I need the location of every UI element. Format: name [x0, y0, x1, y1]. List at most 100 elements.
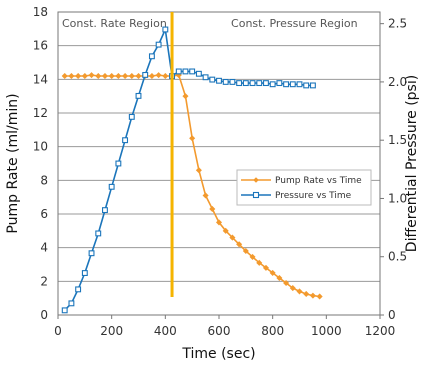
data-point: [249, 80, 256, 87]
legend-marker: [252, 191, 260, 199]
data-point: [263, 80, 269, 87]
data-point: [216, 77, 222, 84]
data-point: [296, 81, 303, 88]
data-point: [309, 82, 316, 89]
data-point: [68, 300, 75, 307]
data-point: [182, 68, 189, 75]
data-point: [316, 293, 323, 300]
data-point: [303, 82, 310, 89]
y-left-tick-label: 10: [33, 140, 48, 154]
y-left-tick-label: 12: [33, 106, 48, 120]
series-pressure: [61, 26, 316, 314]
x-tick-label: 800: [261, 324, 284, 338]
data-point: [242, 80, 249, 87]
data-point: [115, 72, 122, 79]
y-left-tick-label: 18: [33, 5, 48, 19]
data-point: [229, 234, 236, 241]
y-left-tick-label: 8: [40, 173, 48, 187]
data-point: [122, 72, 129, 79]
y-left-tick-label: 16: [33, 39, 48, 53]
data-point: [202, 74, 209, 81]
data-point: [155, 41, 162, 48]
y-right-tick-label: 0: [388, 308, 396, 322]
data-point: [61, 307, 68, 314]
y-left-axis-title: Pump Rate (ml/min): [5, 93, 21, 233]
x-axis-title: Time (sec): [181, 346, 255, 362]
data-point: [202, 192, 209, 199]
data-point: [195, 70, 202, 77]
data-point: [182, 93, 189, 100]
data-point: [189, 135, 196, 142]
data-point: [128, 113, 135, 120]
data-point: [101, 72, 108, 79]
data-point: [75, 72, 82, 79]
y-right-axis-title: Differential Pressure (psi): [404, 75, 420, 252]
x-tick-label: 1000: [311, 324, 342, 338]
legend-label: Pump Rate vs Time: [275, 176, 362, 186]
data-point: [115, 160, 122, 167]
legend-box: [236, 169, 372, 206]
data-point: [236, 80, 243, 87]
plot-frame: [57, 11, 381, 316]
data-point: [95, 230, 102, 237]
data-point: [148, 53, 155, 60]
x-tick-label: 1200: [365, 324, 396, 338]
y-left-tick-label: 4: [40, 241, 48, 255]
data-point: [222, 78, 229, 85]
data-point: [222, 227, 229, 234]
data-point: [88, 250, 95, 257]
y-right-tick-label: 2.5: [388, 17, 407, 31]
data-point: [309, 292, 316, 299]
data-point: [135, 92, 142, 99]
region-label-const-rate: Const. Rate Region: [62, 17, 167, 30]
region-label-const-pressure: Const. Pressure Region: [231, 17, 358, 30]
data-point: [108, 183, 115, 190]
data-point: [215, 219, 223, 226]
y-left-tick-label: 0: [40, 308, 48, 322]
data-point: [102, 207, 108, 214]
data-point: [88, 72, 95, 79]
legend-marker: [253, 177, 259, 183]
y-right-tick-label: 1.0: [388, 191, 407, 205]
x-tick-label: 0: [54, 324, 62, 338]
data-point: [148, 72, 155, 79]
y-left-tick-label: 2: [40, 274, 48, 288]
data-point: [108, 72, 115, 79]
data-point: [128, 72, 135, 79]
data-point: [155, 72, 162, 79]
data-point: [195, 167, 202, 174]
x-tick-label: 400: [154, 324, 177, 338]
data-point: [209, 205, 216, 212]
data-point: [162, 72, 169, 79]
data-point: [142, 71, 149, 78]
y-right-tick-label: 0.5: [388, 250, 407, 264]
data-point: [122, 137, 129, 144]
x-tick-label: 200: [100, 324, 123, 338]
data-point: [262, 264, 269, 271]
data-point: [175, 68, 182, 75]
data-point: [75, 286, 82, 293]
legend: Pump Rate vs Time Pressure vs Time: [236, 169, 372, 206]
data-point: [303, 290, 310, 297]
data-point: [269, 81, 276, 88]
data-point: [283, 279, 290, 287]
data-point: [242, 248, 249, 255]
y-left-tick-label: 14: [33, 72, 48, 86]
data-point: [95, 72, 102, 79]
y-right-tick-label: 1.5: [388, 133, 407, 147]
data-point: [249, 253, 256, 260]
series-pump-rate: [61, 72, 323, 300]
data-point: [68, 72, 75, 79]
y-left-tick-label: 6: [40, 207, 48, 221]
data-point: [189, 68, 196, 75]
data-point: [135, 72, 142, 79]
data-point: [81, 270, 88, 276]
legend-label: Pressure vs Time: [275, 191, 352, 201]
data-point: [276, 80, 283, 87]
data-point: [81, 72, 88, 79]
data-point: [229, 78, 236, 85]
data-point: [276, 274, 283, 281]
data-point: [269, 269, 276, 276]
data-point: [256, 259, 263, 266]
data-point: [296, 288, 303, 295]
